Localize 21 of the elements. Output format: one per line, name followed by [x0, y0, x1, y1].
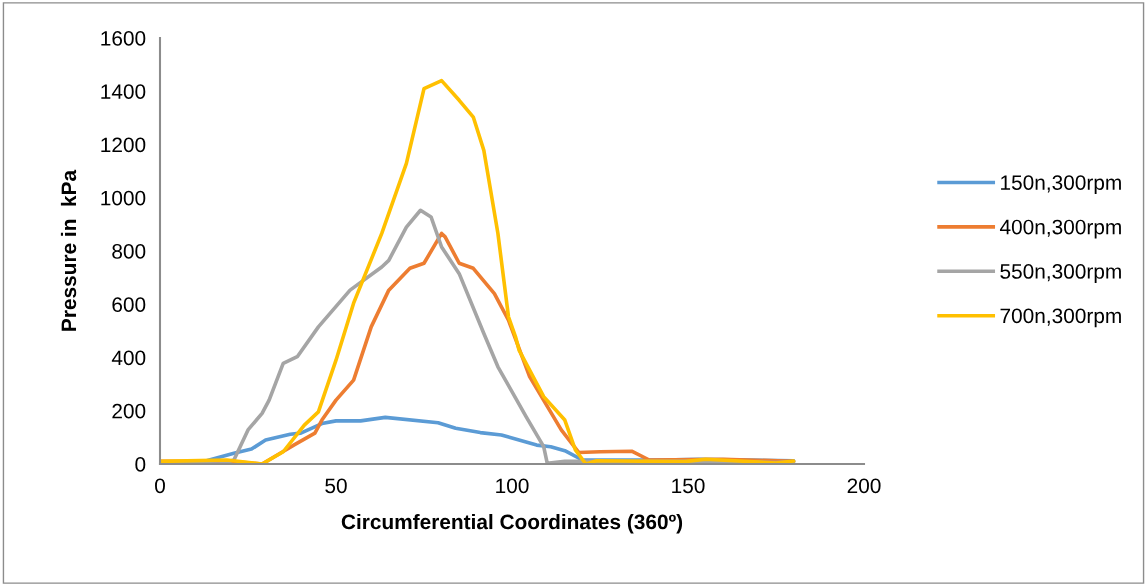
y-tick-label: 400	[111, 350, 146, 366]
y-tick-label: 1600	[101, 31, 146, 46]
legend-label: 700n,300rpm	[1000, 308, 1121, 328]
line-series	[160, 78, 796, 464]
x-tick-label: 0	[155, 478, 165, 494]
y-tick-label: 1200	[101, 137, 146, 153]
x-tick-label: 200	[847, 478, 881, 494]
legend-label: 150n,300rpm	[1001, 175, 1121, 195]
y-tick-label: 200	[112, 403, 146, 419]
y-tick-label: 0	[135, 457, 146, 472]
y-tick-label: 800	[112, 244, 146, 259]
y-tick-label: 600	[112, 297, 146, 312]
y-axis-title: Pressure in kPa	[60, 169, 77, 331]
legend-label: 550n,300rpm	[1000, 264, 1121, 283]
y-tick-label: 1000	[101, 190, 146, 206]
y-tick-label: 1400	[101, 84, 146, 99]
x-tick-label: 100	[496, 478, 529, 494]
x-tick-label: 50	[325, 478, 347, 494]
x-tick-label: 150	[672, 478, 705, 494]
x-axis-title: Circumferential Coordinates (360º)	[341, 513, 683, 534]
legend-label: 400n,300rpm	[999, 219, 1121, 239]
